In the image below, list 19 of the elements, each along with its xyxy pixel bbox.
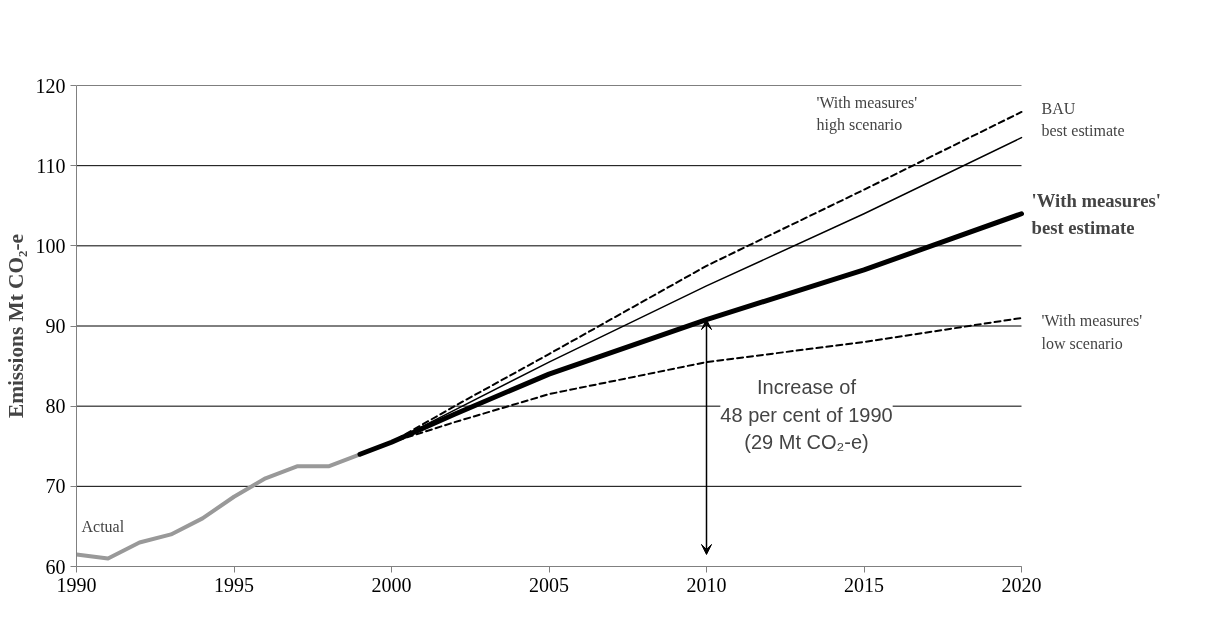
x-tick-label: 2015 [844, 573, 884, 596]
y-tick-label: 100 [35, 234, 66, 257]
series-label: 'With measures' best estimate [1031, 189, 1161, 238]
series-label: BAU best estimate [1041, 100, 1125, 140]
series-label: Actual [81, 517, 125, 535]
series-label: 'With measures' high scenario [816, 94, 918, 135]
x-tick-label: 1995 [214, 573, 254, 596]
y-axis-title: Emissions Mt CO₂-e [3, 233, 28, 419]
x-tick-label: 2005 [529, 573, 569, 596]
y-tick-label: 120 [35, 74, 66, 97]
series-label: 'With measures' low scenario [1041, 312, 1143, 352]
x-tick-label: 2010 [686, 573, 727, 596]
y-tick-label: 80 [45, 395, 66, 418]
y-tick-label: 70 [45, 475, 66, 498]
x-tick-label: 2000 [371, 573, 412, 596]
annotation: Increase of 48 per cent of 1990 (29 Mt CO₂-e) [720, 376, 893, 454]
y-tick-label: 90 [45, 315, 66, 337]
x-tick-label: 2020 [1001, 573, 1042, 596]
y-tick-label: 110 [36, 154, 66, 177]
